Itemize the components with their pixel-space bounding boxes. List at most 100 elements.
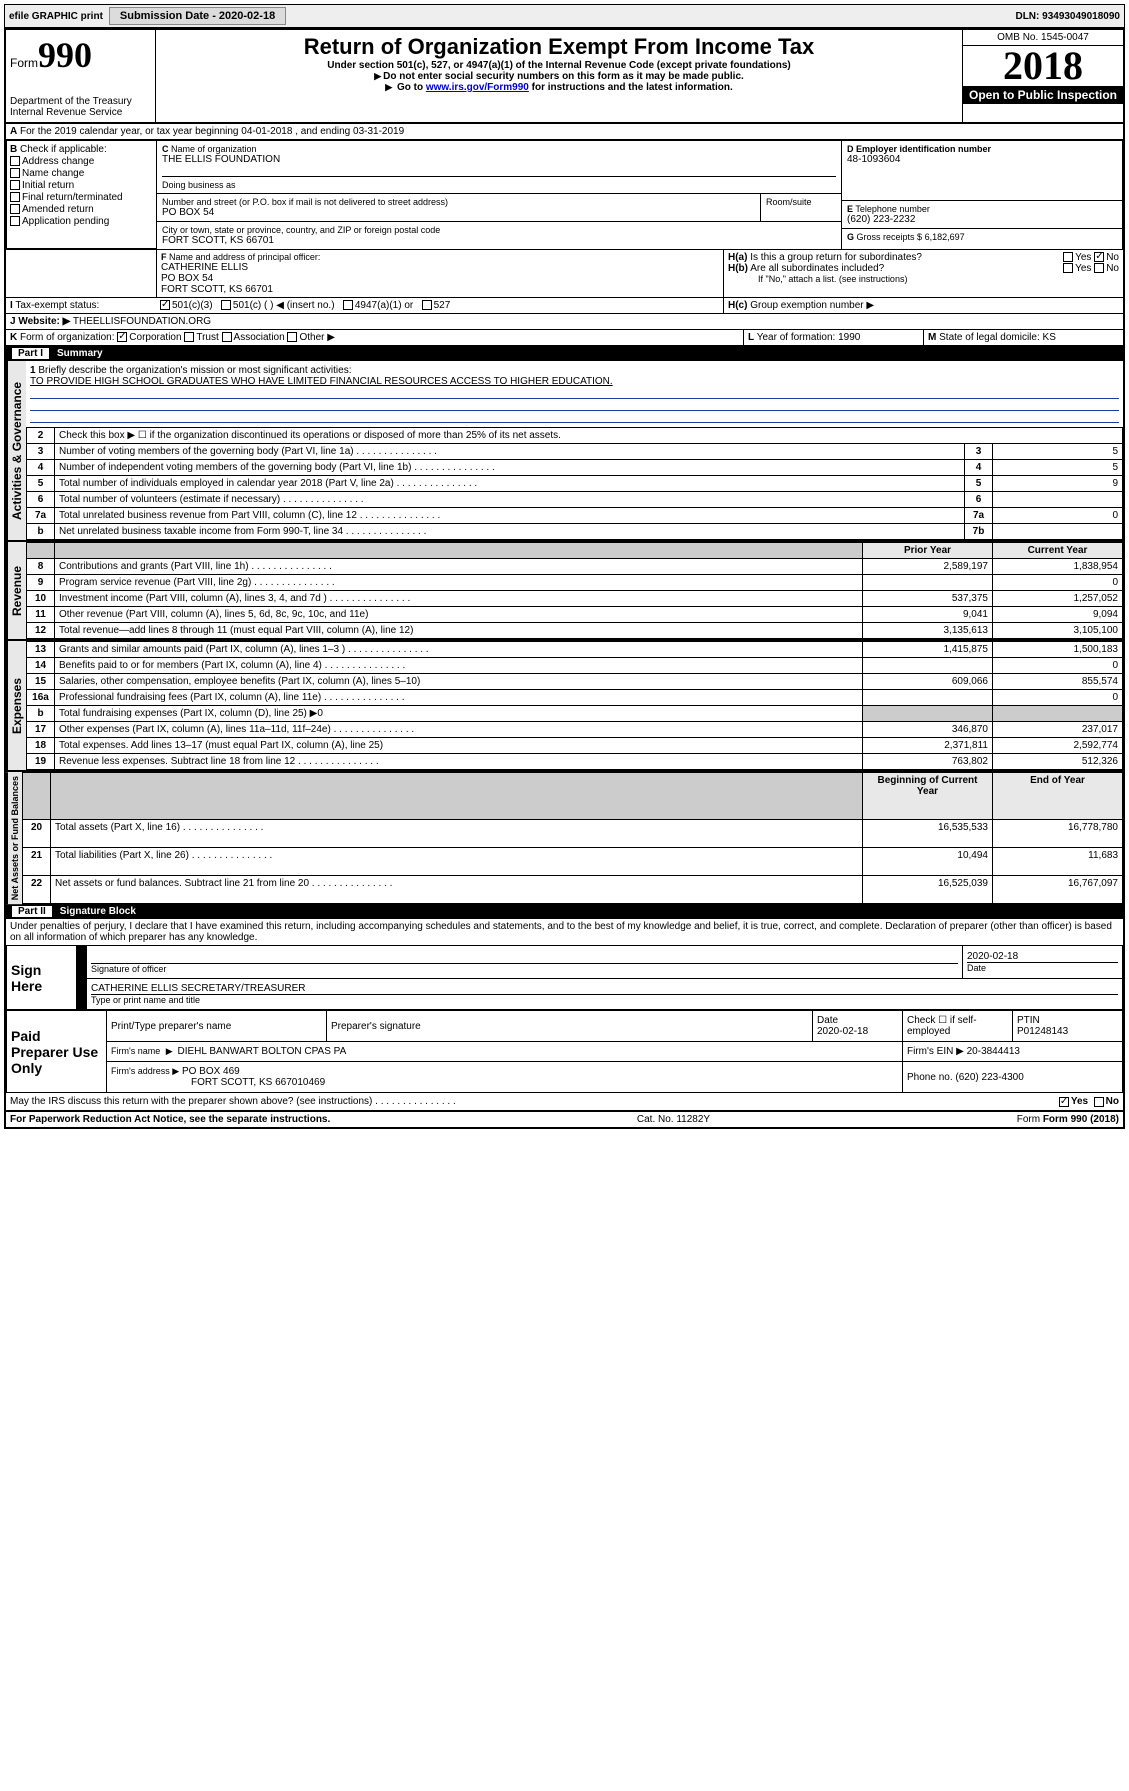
footer-form-label: Form — [1017, 1114, 1043, 1125]
line7a-val: 0 — [993, 508, 1123, 524]
line3-label: Number of voting members of the governin… — [55, 444, 965, 460]
amended-return-label: Amended return — [22, 204, 94, 215]
cat-no: Cat. No. 11282Y — [637, 1114, 710, 1125]
line1-label: Briefly describe the organization's miss… — [38, 365, 351, 376]
prior-year-header: Prior Year — [863, 543, 993, 559]
part-ii-label: Part II — [12, 906, 52, 917]
subtitle-3b: for instructions and the latest informat… — [532, 82, 733, 93]
final-return-checkbox[interactable] — [10, 192, 20, 202]
other-checkbox[interactable] — [287, 332, 297, 342]
other-text: Other ▶ — [299, 332, 334, 343]
subtitle-2: Do not enter social security numbers on … — [383, 71, 744, 82]
corp-checkbox[interactable] — [117, 332, 127, 342]
line8-prior: 2,589,197 — [863, 559, 993, 575]
dept-label: Department of the Treasury Internal Reve… — [10, 96, 151, 118]
part-i-label: Part I — [12, 348, 49, 359]
f-officer-addr2: FORT SCOTT, KS 66701 — [161, 284, 719, 295]
line6-label: Total number of volunteers (estimate if … — [55, 492, 965, 508]
f-officer-addr1: PO BOX 54 — [161, 273, 719, 284]
sig-date-val: 2020-02-18 — [967, 951, 1118, 963]
line15-curr: 855,574 — [993, 674, 1123, 690]
netassets-side-label: Net Assets or Fund Balances — [6, 772, 22, 904]
address-change-checkbox[interactable] — [10, 156, 20, 166]
amended-return-checkbox[interactable] — [10, 204, 20, 214]
dba-label: Doing business as — [162, 176, 836, 190]
line16a-prior — [863, 690, 993, 706]
prep-name-label: Print/Type preparer's name — [107, 1011, 327, 1042]
527-checkbox[interactable] — [422, 300, 432, 310]
line-a: A For the 2019 calendar year, or tax yea… — [6, 124, 1123, 140]
final-return-label: Final return/terminated — [22, 192, 123, 203]
line8-curr: 1,838,954 — [993, 559, 1123, 575]
hb-yes-checkbox[interactable] — [1063, 263, 1073, 273]
name-change-checkbox[interactable] — [10, 168, 20, 178]
501c-checkbox[interactable] — [221, 300, 231, 310]
line16a-label: Professional fundraising fees (Part IX, … — [55, 690, 863, 706]
line3-val: 5 — [993, 444, 1123, 460]
ha-yes-checkbox[interactable] — [1063, 252, 1073, 262]
hc-label: Group exemption number ▶ — [750, 300, 874, 311]
form990-link[interactable]: www.irs.gov/Form990 — [426, 82, 529, 93]
i-label: Tax-exempt status: — [15, 300, 99, 311]
line19-curr: 512,326 — [993, 754, 1123, 770]
hb-label: Are all subordinates included? — [750, 263, 884, 274]
e-phone-label: Telephone number — [855, 204, 930, 214]
line13-curr: 1,500,183 — [993, 642, 1123, 658]
l-year-val: 1990 — [838, 332, 860, 343]
line11-label: Other revenue (Part VIII, column (A), li… — [55, 607, 863, 623]
501c3-checkbox[interactable] — [160, 300, 170, 310]
initial-return-checkbox[interactable] — [10, 180, 20, 190]
submission-date-button[interactable]: Submission Date - 2020-02-18 — [109, 7, 286, 25]
k-label: Form of organization: — [20, 332, 115, 343]
ptin-label: PTIN — [1017, 1015, 1040, 1026]
tax-year: 2018 — [963, 46, 1123, 86]
e-phone-val: (620) 223-2232 — [847, 214, 1117, 225]
org-name: THE ELLIS FOUNDATION — [162, 154, 836, 165]
firm-phone-label: Phone no. — [907, 1072, 953, 1083]
trust-checkbox[interactable] — [184, 332, 194, 342]
line22-label: Net assets or fund balances. Subtract li… — [51, 876, 863, 904]
prep-date-label: Date — [817, 1015, 838, 1026]
mission-text: TO PROVIDE HIGH SCHOOL GRADUATES WHO HAV… — [30, 376, 613, 387]
hb-no-checkbox[interactable] — [1094, 263, 1104, 273]
line12-label: Total revenue—add lines 8 through 11 (mu… — [55, 623, 863, 639]
discuss-yes-text: Yes — [1071, 1096, 1088, 1107]
line10-curr: 1,257,052 — [993, 591, 1123, 607]
line21-beg: 10,494 — [863, 848, 993, 876]
line7b-label: Net unrelated business taxable income fr… — [55, 524, 965, 540]
line16a-curr: 0 — [993, 690, 1123, 706]
discuss-no-checkbox[interactable] — [1094, 1097, 1104, 1107]
501c3-text: 501(c)(3) — [172, 300, 213, 311]
line13-label: Grants and similar amounts paid (Part IX… — [55, 642, 863, 658]
assoc-text: Association — [234, 332, 285, 343]
governance-side-label: Activities & Governance — [6, 361, 26, 540]
part-i-title: Summary — [57, 348, 103, 359]
sig-name-label: Type or print name and title — [91, 995, 1118, 1005]
line5-label: Total number of individuals employed in … — [55, 476, 965, 492]
part-i-bar: Part I Summary — [6, 346, 1123, 361]
may-discuss-label: May the IRS discuss this return with the… — [10, 1096, 456, 1107]
line18-curr: 2,592,774 — [993, 738, 1123, 754]
city-val: FORT SCOTT, KS 66701 — [162, 235, 836, 246]
self-employed-check[interactable]: Check ☐ if self-employed — [903, 1011, 1013, 1042]
address-change-label: Address change — [22, 156, 94, 167]
firm-name-label: Firm's name — [111, 1046, 160, 1056]
yes-text: Yes — [1075, 252, 1091, 263]
line22-end: 16,767,097 — [993, 876, 1123, 904]
line18-label: Total expenses. Add lines 13–17 (must eq… — [55, 738, 863, 754]
527-text: 527 — [434, 300, 451, 311]
expenses-side-label: Expenses — [6, 641, 26, 770]
line9-label: Program service revenue (Part VIII, line… — [55, 575, 863, 591]
line17-curr: 237,017 — [993, 722, 1123, 738]
assoc-checkbox[interactable] — [222, 332, 232, 342]
prep-date-val: 2020-02-18 — [817, 1026, 868, 1037]
application-pending-checkbox[interactable] — [10, 216, 20, 226]
efile-graphic-label: efile GRAPHIC print — [9, 11, 103, 22]
ha-no-checkbox[interactable] — [1094, 252, 1104, 262]
form-title: Return of Organization Exempt From Incom… — [160, 34, 958, 60]
g-gross-val: 6,182,697 — [925, 232, 965, 242]
line14-curr: 0 — [993, 658, 1123, 674]
open-to-public-badge: Open to Public Inspection — [963, 86, 1123, 104]
4947-checkbox[interactable] — [343, 300, 353, 310]
discuss-yes-checkbox[interactable] — [1059, 1097, 1069, 1107]
